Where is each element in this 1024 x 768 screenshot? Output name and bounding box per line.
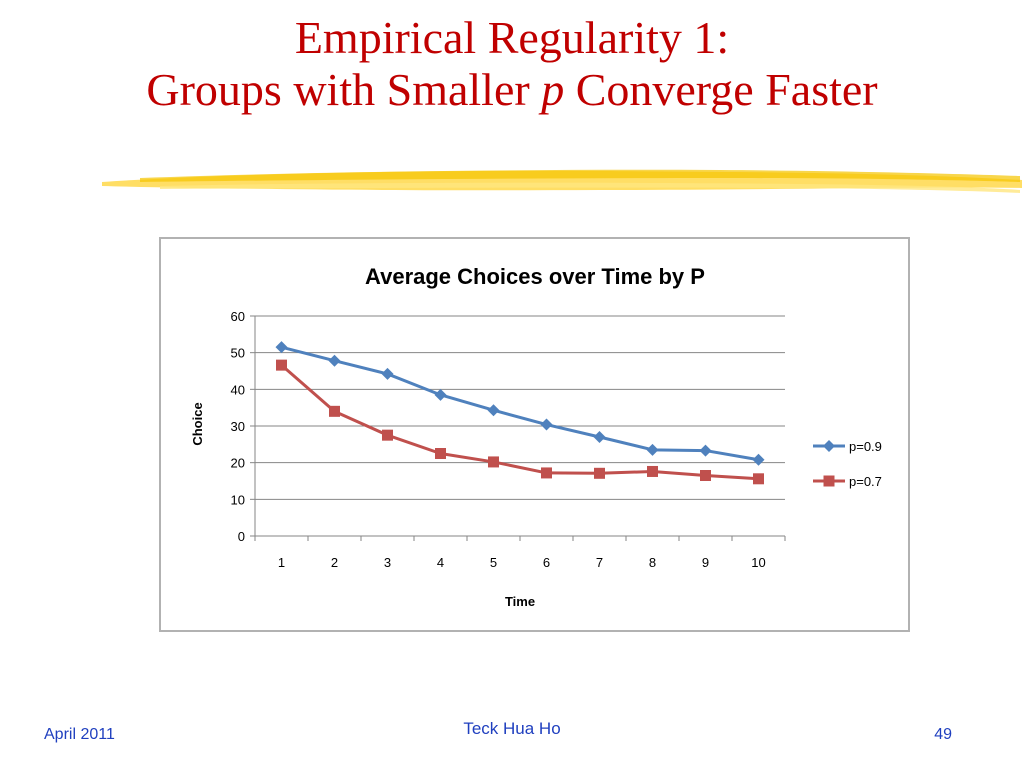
slide-title: Empirical Regularity 1: Groups with Smal…: [0, 12, 1024, 116]
x-tick-label: 6: [543, 555, 550, 570]
data-point-p=0.9: [752, 453, 765, 466]
x-tick-label: 2: [331, 555, 338, 570]
chart-panel: Average Choices over Time by P 0 10 20 30 40…: [159, 237, 910, 632]
data-point-p=0.9: [328, 354, 341, 367]
chart-title: Average Choices over Time by P: [365, 264, 705, 289]
title-p-variable: p: [541, 64, 565, 115]
series-markers: [275, 341, 765, 485]
data-point-p=0.9: [699, 444, 712, 457]
data-point-p=0.7: [382, 429, 393, 441]
legend-label: p=0.9: [849, 439, 882, 454]
y-tick-label: 30: [231, 419, 245, 434]
legend-label: p=0.7: [849, 474, 882, 489]
data-point-p=0.9: [593, 431, 606, 443]
data-point-p=0.7: [594, 467, 605, 479]
x-tick-label: 10: [751, 555, 765, 570]
chart-legend: p=0.9 p=0.7: [813, 439, 882, 489]
title-line-2-end: Converge Faster: [564, 64, 878, 115]
data-point-p=0.9: [540, 418, 553, 431]
series-lines: [280, 345, 759, 481]
line-chart: Average Choices over Time by P 010203040…: [190, 264, 882, 609]
x-tick-label: 1: [278, 555, 285, 570]
x-axis-label: Time: [505, 594, 535, 609]
y-tick-label: 0: [238, 529, 245, 544]
y-tick-label: 50: [231, 346, 245, 361]
y-axis-ticks: 0 10 20 30 40 50 60: [231, 309, 255, 544]
data-point-p=0.7: [276, 359, 287, 371]
data-point-p=0.7: [647, 465, 658, 477]
data-point-p=0.7: [700, 470, 711, 481]
y-tick-label: 60: [231, 309, 245, 324]
data-point-p=0.9: [381, 367, 394, 380]
title-line-2-start: Groups with Smaller: [146, 64, 542, 115]
y-axis-label: Choice: [190, 402, 205, 445]
y-tick-label: 20: [231, 456, 245, 471]
y-tick-label: 40: [231, 382, 245, 397]
x-tick-label: 4: [437, 555, 444, 570]
page-number: 49: [934, 726, 952, 743]
x-tick-label: 5: [490, 555, 497, 570]
legend-marker: [823, 475, 835, 487]
x-tick-label: 8: [649, 555, 656, 570]
gridlines: [254, 315, 785, 537]
data-point-p=0.9: [434, 388, 447, 401]
data-point-p=0.7: [329, 405, 340, 417]
series-line-p=0.7: [280, 364, 759, 481]
legend-marker: [823, 440, 835, 452]
data-point-p=0.7: [753, 473, 764, 485]
footer-date: April 2011: [44, 726, 115, 743]
data-point-p=0.9: [487, 404, 500, 417]
title-line-2: Groups with Smaller p Converge Faster: [0, 64, 1024, 116]
x-axis-ticks: 1 2 3 4 5 6 7 8 9 10: [254, 536, 786, 570]
series-line-p=0.9: [281, 345, 759, 462]
data-point-p=0.9: [646, 443, 659, 456]
data-point-p=0.9: [275, 341, 288, 354]
title-line-1: Empirical Regularity 1:: [294, 12, 730, 63]
x-tick-label: 9: [702, 555, 709, 570]
y-tick-label: 10: [231, 492, 245, 507]
data-point-p=0.7: [541, 467, 552, 479]
x-tick-label: 7: [596, 555, 603, 570]
title-underline-brush: [102, 169, 1022, 193]
data-point-p=0.7: [488, 456, 499, 468]
footer-author: Teck Hua Ho: [463, 719, 561, 738]
x-tick-label: 3: [384, 555, 391, 570]
data-point-p=0.7: [435, 448, 446, 459]
